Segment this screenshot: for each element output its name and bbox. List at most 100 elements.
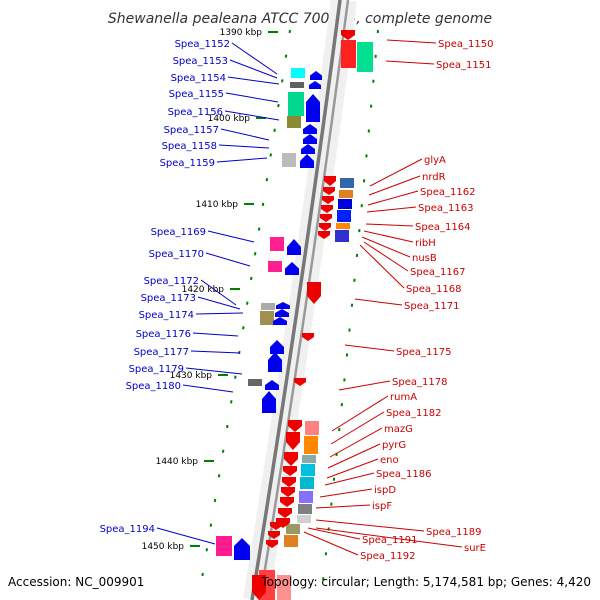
gene-label: Spea_1182 [386,408,441,419]
connector-line [315,519,425,532]
gene-label: Spea_1168 [406,284,461,295]
gene-label: Spea_1192 [360,551,415,562]
gene-block [260,311,274,325]
gene-label: Spea_1167 [410,267,465,278]
connector-line [327,443,381,469]
gene-block [216,536,232,556]
connector-line [231,42,278,75]
backbone-halo [243,0,357,600]
connector-line [315,504,371,509]
gene-block [300,477,314,489]
gene-block [336,223,350,229]
summary-text: Topology: circular; Length: 5,174,581 bp… [260,575,591,589]
gene-arrow-down [341,30,355,40]
gene-arrow-up [287,239,301,255]
ring-dots-right [321,29,379,591]
gene-arrow-down [270,522,282,530]
gene-arrow-up [276,302,290,309]
gene-arrow-up [268,352,282,372]
gene-label: Spea_1173 [141,293,196,304]
gene-arrow-down [268,531,280,539]
connector-line [319,488,373,498]
gene-label: Spea_1189 [426,527,481,538]
gene-arrow-down [294,378,306,386]
gene-label: eno [380,455,399,466]
gene-arrow-up [301,144,315,154]
gene-arrow-up [310,71,322,80]
scale-axis: 1390 kbp 1400 kbp 1410 kbp 1420 kbp 1430 kbp… [142,28,278,552]
backbone-line-inner [258,0,350,600]
connector-line [361,236,411,258]
gene-arrow-down [283,466,297,476]
gene-arrow-down [282,477,296,487]
gene-label: Spea_1150 [438,39,493,50]
label-connectors [156,39,463,556]
connector-line [315,527,463,548]
gene-label: Spea_1191 [362,535,417,546]
gene-label: Spea_1163 [418,203,473,214]
scale-label: 1410 kbp [196,200,239,210]
gene-label: Spea_1152 [175,39,230,50]
scale-label: 1420 kbp [182,285,225,295]
gene-label: Spea_1177 [134,347,189,358]
gene-block [338,199,352,209]
connector-line [197,296,241,310]
connector-line [192,332,239,337]
connector-line [307,527,361,540]
gene-block [248,379,262,386]
backbone-line-outer [250,0,342,600]
gene-arrow-down [322,196,334,204]
gene-labels: Spea_1152 Spea_1153 Spea_1154 Spea_1155 Spea… [100,39,494,562]
gene-arrow-up [303,134,317,144]
gene-block [302,455,316,463]
gene-arrow-down [307,282,321,304]
connector-line [324,472,375,486]
gene-arrow-down [266,540,278,548]
gene-label: ispD [374,485,396,496]
gene-arrow-down [324,176,336,186]
connector-line [330,411,385,445]
connector-line [225,92,279,103]
map-title: Shewanella pealeana ATCC 700345, complet… [108,11,492,27]
gene-arrow-down [278,508,292,518]
gene-block [298,504,312,514]
gene-arrow-down [286,432,300,450]
connector-line [156,527,216,545]
gene-label: Spea_1172 [144,276,199,287]
gene-arrow-down [318,231,330,239]
gene-arrow-up [303,124,317,134]
gene-label: Spea_1162 [420,187,475,198]
gene-label: Spea_1171 [404,301,459,312]
gene-arrow-down [281,487,295,497]
gene-block [304,436,318,454]
connector-line [326,458,379,479]
connector-line [218,144,270,149]
connector-line [366,206,417,213]
gene-label: Spea_1170 [149,249,204,260]
gene-rings [199,29,379,591]
connector-line [331,395,389,432]
gene-block [282,153,296,167]
gene-label: Spea_1179 [129,364,184,375]
connector-line [367,190,419,206]
scale-label: 1390 kbp [220,28,263,38]
gene-arrow-up [275,309,289,317]
connector-line [200,279,237,306]
gene-block [335,230,349,242]
gene-arrow-down [321,205,333,213]
connector-line [207,230,255,243]
gene-block [284,535,298,547]
gene-label: Spea_1159 [160,158,215,169]
connector-line [182,384,234,393]
scale-label: 1450 kbp [142,542,185,552]
gene-label: Spea_1164 [415,222,470,233]
gene-label: rumA [390,392,417,403]
gene-arrow-up [300,154,314,168]
gene-label: nusB [412,253,437,264]
gene-label: Spea_1180 [126,381,181,392]
gene-block [340,178,354,188]
gene-block [357,42,373,72]
gene-block [290,82,304,88]
accession-text: Accession: NC_009901 [8,575,144,589]
connector-line [363,241,409,272]
